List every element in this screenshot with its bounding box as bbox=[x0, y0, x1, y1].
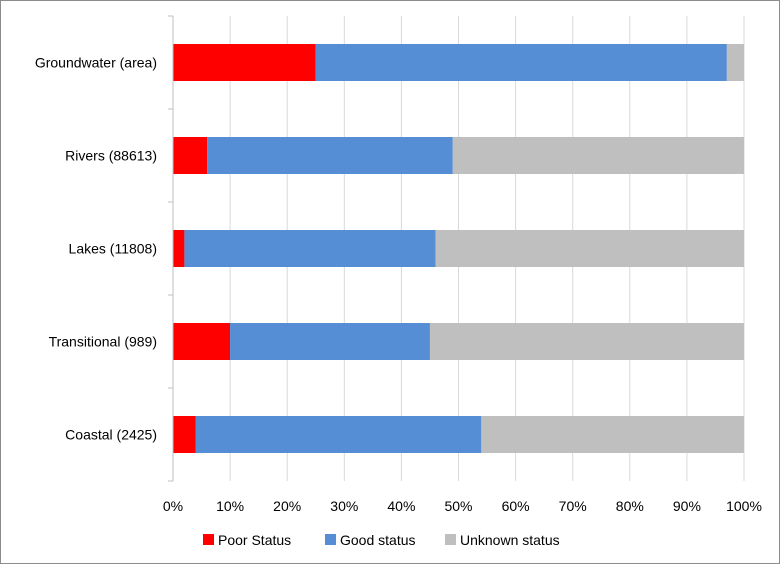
category-label: Coastal (2425) bbox=[65, 427, 157, 443]
x-tick-label: 40% bbox=[387, 498, 415, 514]
x-tick-label: 30% bbox=[330, 498, 358, 514]
bar-segment bbox=[481, 416, 744, 453]
bars bbox=[173, 44, 744, 453]
legend: Poor Status Good status Unknown status bbox=[203, 532, 560, 548]
bar-segment bbox=[207, 137, 453, 174]
category-label: Rivers (88613) bbox=[65, 148, 157, 164]
legend-label: Good status bbox=[340, 532, 416, 548]
category-label: Transitional (989) bbox=[49, 334, 157, 350]
x-tick-label: 10% bbox=[216, 498, 244, 514]
category-label: Groundwater (area) bbox=[35, 55, 157, 71]
bar-segment bbox=[173, 137, 208, 174]
bar-segment bbox=[184, 230, 436, 267]
bar-segment bbox=[173, 323, 231, 360]
x-tick-label: 50% bbox=[444, 498, 472, 514]
bar-segment bbox=[173, 416, 196, 453]
axis bbox=[168, 15, 174, 482]
x-tick-label: 90% bbox=[673, 498, 701, 514]
legend-label: Unknown status bbox=[460, 532, 560, 548]
bar-segment bbox=[195, 416, 482, 453]
bar-segment bbox=[173, 44, 316, 81]
bar-segment bbox=[435, 230, 744, 267]
x-tick-label: 60% bbox=[502, 498, 530, 514]
bar-segment bbox=[230, 323, 430, 360]
x-tick-labels: 0% 10% 20% 30% 40% 50% 60% 70% 80% 90% 100% bbox=[163, 498, 762, 514]
bar-segment bbox=[452, 137, 744, 174]
category-label: Lakes (11808) bbox=[69, 241, 157, 257]
bar-segment bbox=[429, 323, 744, 360]
legend-swatch bbox=[325, 534, 336, 545]
x-tick-label: 70% bbox=[559, 498, 587, 514]
legend-label: Poor Status bbox=[218, 532, 291, 548]
x-tick-label: 100% bbox=[726, 498, 762, 514]
x-tick-label: 0% bbox=[163, 498, 183, 514]
legend-swatch bbox=[203, 534, 214, 545]
bar-segment bbox=[726, 44, 744, 81]
bar-segment bbox=[173, 230, 185, 267]
legend-swatch bbox=[445, 534, 456, 545]
x-tick-label: 80% bbox=[616, 498, 644, 514]
category-labels: Groundwater (area) Rivers (88613) Lakes (1… bbox=[35, 55, 157, 443]
x-tick-label: 20% bbox=[273, 498, 301, 514]
bar-segment bbox=[315, 44, 727, 81]
